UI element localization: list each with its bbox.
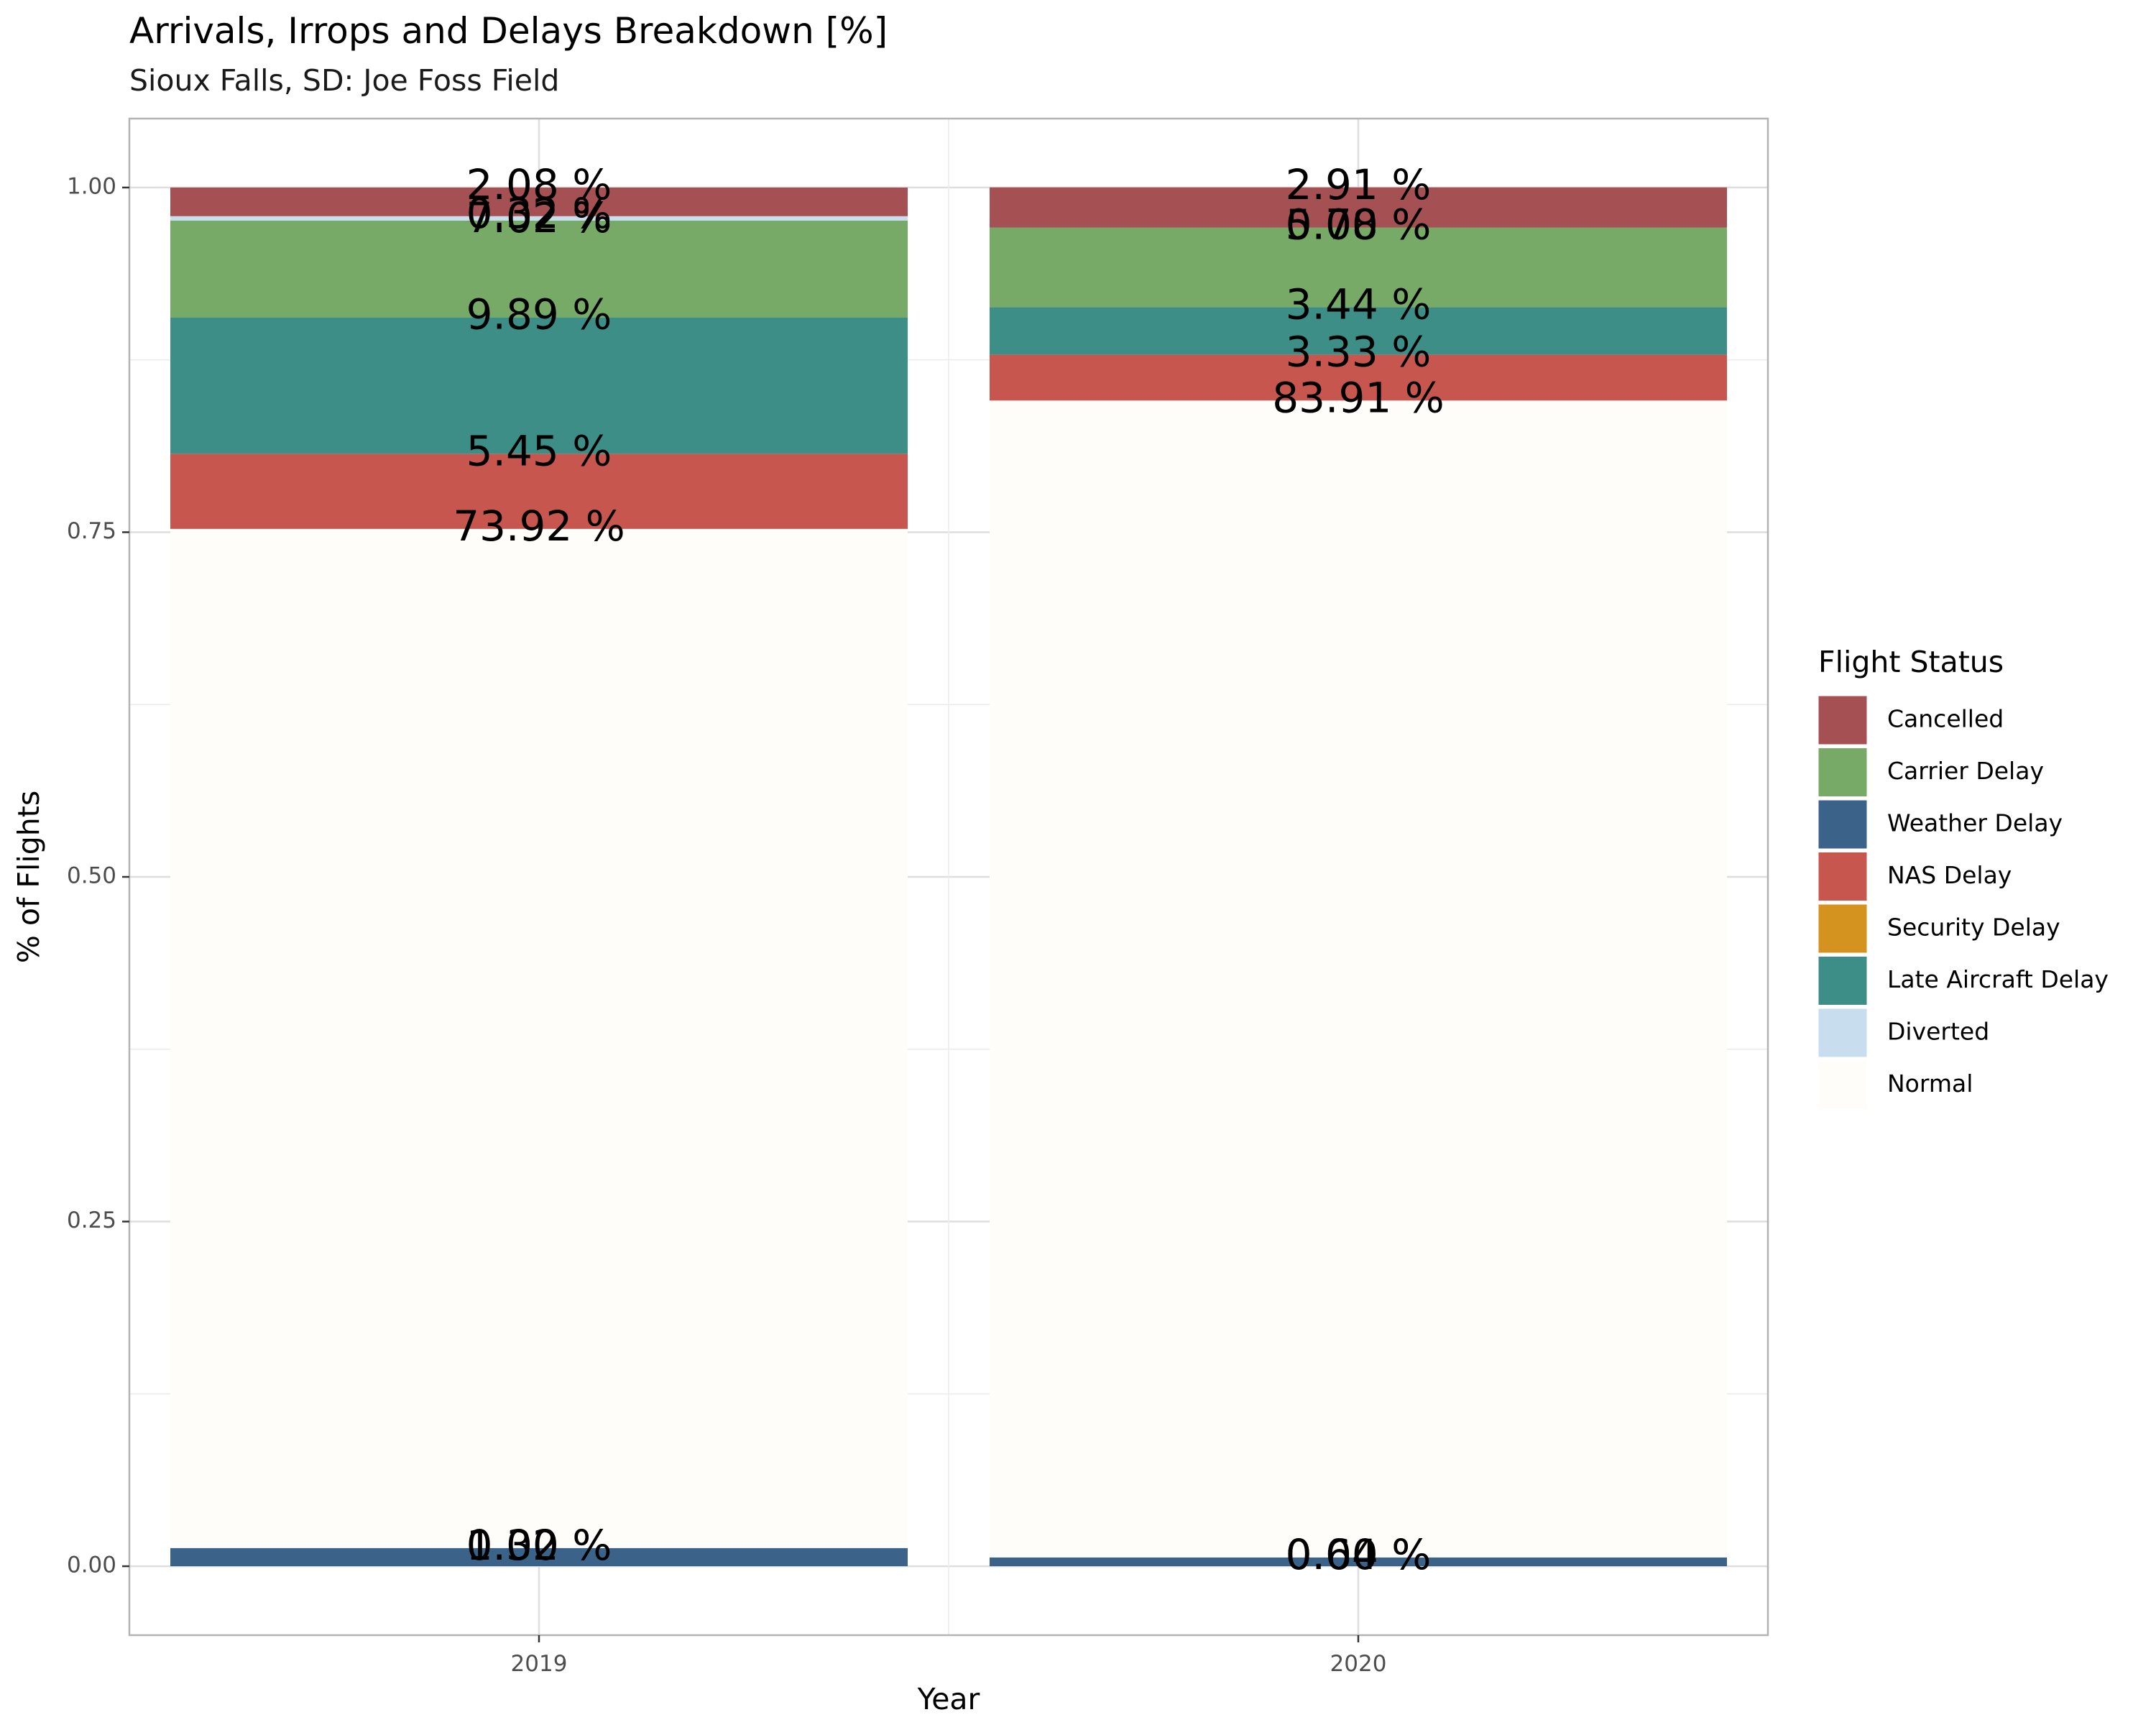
bar-segment — [170, 220, 908, 318]
legend-label: Cancelled — [1887, 705, 2004, 733]
data-label: 0.32 % — [466, 189, 612, 238]
legend-key — [1818, 748, 1868, 797]
data-label: 0.00 % — [466, 1521, 612, 1570]
data-label: 0.00 % — [1286, 1530, 1432, 1579]
bar-segment — [990, 227, 1727, 308]
legend-key — [1818, 799, 1868, 850]
legend-title: Flight Status — [1818, 645, 2004, 679]
bar-segment — [990, 187, 1727, 228]
legend-key — [1818, 956, 1868, 1006]
bar-segment — [170, 1547, 908, 1567]
legend-key — [1818, 852, 1868, 901]
legend-key — [1818, 695, 1868, 745]
x-tick-label: 2019 — [511, 1651, 568, 1677]
data-label: 3.33 % — [1286, 328, 1432, 377]
y-tick-label: 0.75 — [67, 518, 116, 544]
bar-segment — [170, 216, 908, 221]
bars — [170, 187, 1727, 1567]
bar-segment — [170, 317, 908, 454]
bar-segment — [990, 307, 1727, 355]
x-tick-label: 2020 — [1330, 1651, 1387, 1677]
data-label: 83.91 % — [1272, 373, 1445, 422]
y-tick-label: 0.50 — [67, 863, 116, 889]
data-label: 0.64 % — [1286, 1530, 1432, 1579]
legend-key — [1818, 903, 1868, 954]
legend-key — [1818, 1008, 1868, 1058]
data-label: 73.92 % — [453, 502, 625, 551]
data-label: 3.44 % — [1286, 280, 1432, 329]
legend-label: NAS Delay — [1887, 861, 2012, 889]
data-label: 1.32 % — [466, 1521, 612, 1570]
y-tick-label: 1.00 — [67, 173, 116, 199]
data-label: 9.89 % — [466, 290, 612, 339]
bar-segment — [170, 528, 908, 1548]
legend-label: Diverted — [1887, 1018, 1989, 1046]
x-axis-title: Year — [917, 1682, 980, 1716]
bar-segment — [170, 187, 908, 216]
chart-subtitle: Sioux Falls, SD: Joe Foss Field — [129, 63, 559, 98]
bar-segment — [990, 400, 1727, 1558]
y-axis-title: % of Flights — [11, 791, 46, 963]
bar-segment — [170, 454, 908, 529]
chart-title: Arrivals, Irrops and Delays Breakdown [%… — [129, 10, 888, 52]
data-label: 5.78 % — [1286, 201, 1432, 249]
y-tick-label: 0.00 — [67, 1552, 116, 1578]
y-tick-label: 0.25 — [67, 1208, 116, 1233]
legend-label: Weather Delay — [1887, 809, 2063, 837]
legend-label: Late Aircraft Delay — [1887, 965, 2109, 993]
legend-label: Security Delay — [1887, 914, 2060, 942]
legend-label: Carrier Delay — [1887, 757, 2044, 785]
data-label: 0.00 % — [1286, 201, 1432, 249]
data-labels: 1.32 %0.00 %73.92 %5.45 %9.89 %7.02 %0.3… — [453, 160, 1445, 1579]
bar-segment — [990, 354, 1727, 401]
legend-label: Normal — [1887, 1070, 1973, 1098]
data-label: 5.45 % — [466, 426, 612, 475]
legend: Flight Status Cancelled Carrier Delay Weat… — [1818, 645, 2109, 1110]
axes: 0.00 0.25 0.50 0.75 1.00 2019 2020 — [67, 173, 1386, 1677]
bar-segment — [990, 1557, 1727, 1567]
data-label: 7.02 % — [466, 193, 612, 242]
data-label: 2.91 % — [1286, 160, 1432, 209]
data-label: 2.08 % — [466, 160, 612, 209]
legend-key — [1818, 1060, 1868, 1110]
